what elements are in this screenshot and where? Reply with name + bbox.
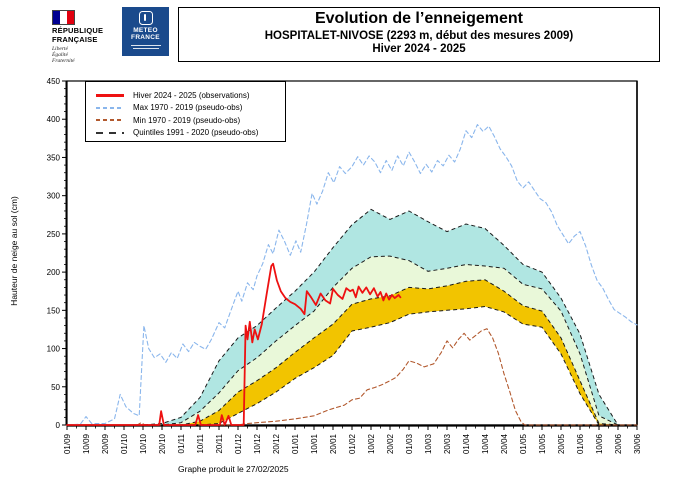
y-tick-label: 0: [56, 421, 61, 430]
legend-swatch-dashed-black: [96, 131, 124, 134]
legend-item-min: Min 1970 - 2019 (pseudo-obs): [96, 114, 285, 127]
title-box: Evolution de l’enneigement HOSPITALET-NI…: [178, 7, 660, 62]
y-tick-label: 250: [47, 230, 61, 239]
x-tick-label: 01/10: [120, 433, 129, 454]
x-tick-label: 10/06: [595, 433, 604, 454]
legend-item-observations: Hiver 2024 - 2025 (observations): [96, 89, 285, 102]
series-min_line: [66, 328, 638, 426]
x-tick-label: 01/12: [234, 433, 243, 454]
x-tick-label: 10/04: [481, 433, 490, 454]
y-tick-label: 50: [51, 383, 60, 392]
x-tick-label: 10/09: [82, 433, 91, 454]
band-q20-q40: [67, 279, 637, 425]
x-tick-label: 20/06: [614, 433, 623, 454]
x-tick-label: 10/03: [424, 433, 433, 454]
rf-logo-motto: Liberté Égalité Fraternité: [52, 46, 75, 64]
x-tick-label: 20/04: [500, 433, 509, 454]
legend-swatch-solid-red: [96, 93, 124, 97]
y-tick-label: 350: [47, 153, 61, 162]
season-subtitle: Hiver 2024 - 2025: [372, 43, 466, 55]
french-flag-icon: [52, 10, 75, 25]
x-tick-label: 10/02: [367, 433, 376, 454]
x-tick-label: 20/05: [557, 433, 566, 454]
meteo-france-logo: METEO FRANCE: [122, 7, 169, 56]
x-tick-label: 10/11: [196, 433, 205, 453]
y-tick-label: 300: [47, 192, 61, 201]
x-tick-label: 10/01: [310, 433, 319, 454]
y-tick-label: 100: [47, 345, 61, 354]
x-tick-label: 20/09: [101, 433, 110, 454]
x-tick-label: 10/12: [253, 433, 262, 454]
band-q60-q80: [67, 209, 637, 425]
data-series: [66, 124, 638, 426]
x-tick-label: 01/01: [291, 433, 300, 454]
chart-title: Evolution de l’enneigement: [314, 10, 524, 27]
x-axis-ticks-and-labels: 01/09 10/09 20/09 01/10 10/10 20/10 01/11 10/11…: [63, 425, 642, 454]
mf-logo-name: METEO FRANCE: [131, 27, 160, 41]
y-tick-label: 450: [47, 77, 61, 86]
y-tick-label: 200: [47, 268, 61, 277]
legend-swatch-dashed-blue: [96, 106, 124, 109]
mf-logo-tagline-bar: [132, 47, 159, 49]
mf-logo-tagline-bar: [130, 45, 161, 46]
quintile-bands: [67, 209, 637, 425]
x-tick-label: 10/05: [538, 433, 547, 454]
x-tick-label: 20/02: [386, 433, 395, 454]
series-max_line: [66, 124, 638, 426]
x-tick-label: 20/12: [272, 433, 281, 454]
x-tick-label: 01/11: [177, 433, 186, 453]
meteo-france-icon: [138, 11, 153, 25]
x-tick-label: 20/10: [158, 433, 167, 454]
y-axis-label: Hauteur de neige au sol (cm): [9, 196, 19, 306]
republique-francaise-logo: RÉPUBLIQUE FRANÇAISE Liberté Égalité Fra…: [52, 10, 116, 64]
legend: Hiver 2024 - 2025 (observations) Max 197…: [85, 81, 286, 142]
caption: Graphe produit le 27/02/2025: [178, 464, 289, 474]
x-tick-label: 01/05: [519, 433, 528, 454]
legend-item-quintiles: Quintiles 1991 - 2020 (pseudo-obs): [96, 127, 285, 140]
legend-swatch-dashed-brown: [96, 119, 124, 122]
x-tick-label: 20/01: [329, 433, 338, 454]
x-tick-label: 01/06: [576, 433, 585, 454]
y-tick-label: 150: [47, 306, 61, 315]
x-tick-label: 10/10: [139, 433, 148, 454]
x-tick-label: 20/11: [215, 433, 224, 453]
x-tick-label: 20/03: [443, 433, 452, 454]
x-tick-label: 30/06: [633, 433, 642, 454]
quintile-line-q80: [67, 208, 637, 426]
x-tick-label: 01/09: [63, 433, 72, 454]
station-subtitle: HOSPITALET-NIVOSE (2293 m, début des mes…: [264, 30, 574, 42]
x-tick-label: 01/04: [462, 433, 471, 454]
series-obs_line: [66, 262, 402, 426]
y-tick-label: 400: [47, 115, 61, 124]
y-axis-ticks-and-labels: 0 50 100 150 200 250 300 350 400 450: [47, 77, 67, 430]
rf-logo-name: RÉPUBLIQUE FRANÇAISE: [52, 26, 104, 44]
x-tick-label: 01/03: [405, 433, 414, 454]
x-tick-label: 01/02: [348, 433, 357, 454]
legend-item-max: Max 1970 - 2019 (pseudo-obs): [96, 102, 285, 115]
